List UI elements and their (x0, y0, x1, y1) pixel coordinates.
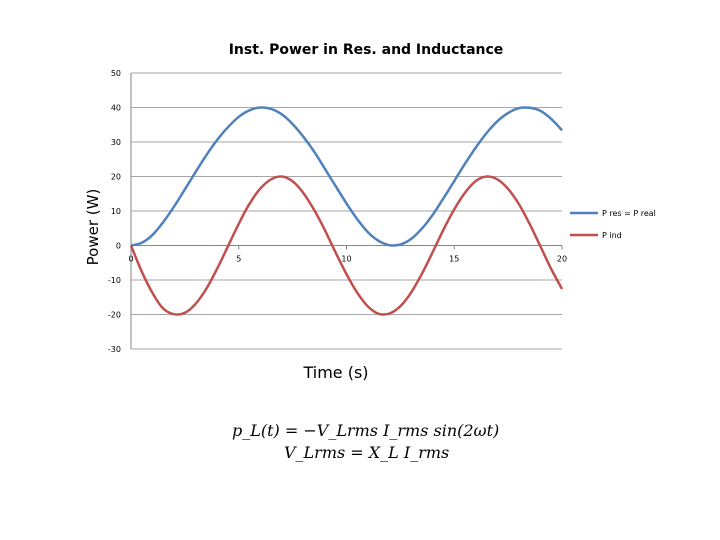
y-tick-label: -30 (108, 345, 121, 354)
chart: Inst. Power in Res. and Inductance -30 -2… (84, 42, 656, 382)
x-tick-label: 5 (236, 255, 241, 264)
x-axis-label: Time (s) (302, 363, 368, 382)
legend: P res = P real P ind (570, 209, 656, 240)
x-tick-label: 20 (557, 255, 567, 264)
y-tick-label: 40 (111, 104, 121, 113)
x-tick-label: 15 (449, 255, 459, 264)
series-line-1 (130, 106, 563, 247)
formula-line-2: V_Lrms = X_L I_rms (284, 443, 450, 462)
legend-label-1: P res = P real (602, 209, 656, 218)
y-tick-label: 0 (116, 242, 121, 251)
y-tick-label: -20 (108, 311, 121, 320)
y-tick-label: 50 (111, 69, 121, 78)
y-tick-label: 10 (111, 207, 121, 216)
x-tick-label: 0 (128, 255, 133, 264)
x-tick-label: 10 (341, 255, 351, 264)
series-line-2 (129, 175, 564, 316)
y-tick-label: 20 (111, 173, 121, 182)
y-axis-label: Power (W) (84, 189, 102, 266)
formula-block: p_L(t) = −V_Lrms I_rms sin(2ωt) V_Lrms =… (232, 420, 499, 464)
chart-title: Inst. Power in Res. and Inductance (229, 42, 504, 58)
legend-label-2: P ind (602, 231, 622, 240)
gridlines (131, 72, 562, 350)
y-tick-labels: -30 -20 -10 0 10 20 30 40 50 (108, 69, 121, 354)
x-tick-labels: 0 5 10 15 20 (128, 255, 567, 264)
y-tick-label: -10 (108, 276, 121, 285)
series-lines (129, 106, 564, 316)
y-tick-label: 30 (111, 138, 121, 147)
formula-line-1: p_L(t) = −V_Lrms I_rms sin(2ωt) (232, 421, 500, 440)
